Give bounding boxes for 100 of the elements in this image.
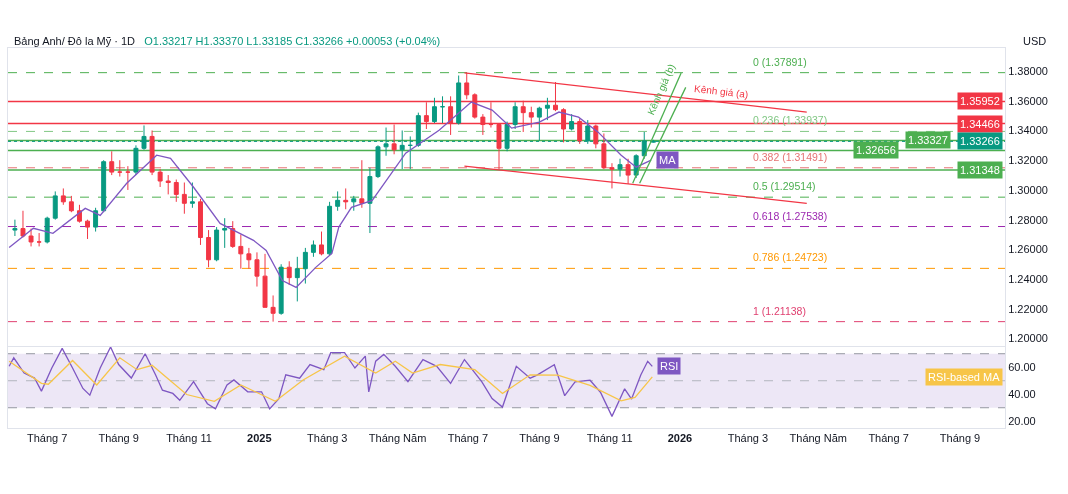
candlestick (351, 195, 357, 212)
line-series (8, 346, 653, 418)
candlestick (278, 263, 284, 316)
x-tick-label: Tháng 7 (447, 432, 489, 445)
candlestick (238, 234, 244, 270)
x-tick-label: Tháng Năm (368, 432, 427, 445)
candlestick (181, 182, 187, 215)
ref-line-label: 1.33266 (960, 135, 1000, 147)
candlestick (512, 101, 518, 130)
candlestick (12, 219, 18, 237)
candlestick (117, 159, 123, 178)
y-tick-label: 20.00 (1008, 415, 1036, 428)
candlestick (68, 195, 74, 213)
candlestick (28, 228, 34, 247)
x-tick-label: 2026 (667, 432, 693, 445)
ref-line-label: 1.31348 (960, 164, 1000, 176)
ref-line-label: 0 (1.37891) (753, 56, 807, 68)
y-tick-label: 1.26000 (1008, 243, 1048, 256)
candlestick (456, 75, 462, 126)
candlestick (133, 144, 139, 176)
candlestick (294, 256, 300, 302)
candlestick (85, 219, 91, 240)
candlestick (262, 253, 268, 308)
y-tick-label: 1.36000 (1008, 94, 1048, 107)
candlestick (617, 158, 623, 178)
x-tick-label: Tháng 11 (166, 432, 212, 445)
candlestick (222, 217, 228, 249)
x-tick-label: Tháng 3 (727, 432, 769, 445)
chart-title: Bảng Anh/ Đô la Mỹ · 1D (14, 35, 136, 47)
y-tick-label: 1.24000 (1008, 272, 1048, 285)
ref-line-label: 1.34466 (960, 118, 1000, 130)
candlestick (173, 179, 179, 203)
candlestick (165, 174, 171, 195)
text: Kênh giá (b) (645, 62, 678, 117)
candlestick (230, 220, 236, 249)
candlestick (569, 113, 575, 131)
candlestick (415, 112, 421, 148)
y-tick-label: 1.34000 (1008, 124, 1048, 137)
candlestick (367, 167, 373, 234)
ref-line-label: 0.618 (1.27538) (753, 210, 828, 222)
candlestick (60, 187, 66, 206)
x-tick-label: Tháng 9 (98, 432, 139, 445)
candlestick (214, 226, 220, 262)
x-tick-label: Tháng 7 (868, 432, 909, 445)
candlestick (375, 144, 381, 179)
y-tick-label: 40.00 (1008, 388, 1036, 401)
candlestick (327, 201, 333, 256)
chart-subtitle: O1.33217 H1.33370 L1.33185 C1.33266 +0.00053 (+0.04%) (144, 35, 441, 47)
x-tick-label: Tháng 7 (27, 432, 68, 445)
y-tick-label: 60.00 (1008, 361, 1036, 374)
candlestick (125, 165, 131, 191)
y-tick-label: 1.38000 (1008, 64, 1048, 77)
x-tick-label: Tháng 9 (939, 432, 981, 445)
candlestick (601, 132, 607, 170)
candlestick (206, 229, 212, 268)
x-tick-label: Tháng 3 (307, 432, 348, 445)
candlestick (528, 106, 534, 129)
candlestick (198, 198, 203, 246)
y-tick-label: 1.20000 (1008, 332, 1048, 345)
candlestick (44, 216, 50, 244)
ref-line-label: 0.382 (1.31491) (753, 151, 828, 163)
text: USD (1023, 35, 1047, 47)
y-tick-label: 1.32000 (1008, 154, 1048, 167)
candlestick (254, 251, 260, 288)
candlestick (157, 168, 163, 188)
candlestick (101, 159, 107, 213)
candlestick (343, 187, 349, 210)
y-tick-label: 1.30000 (1008, 183, 1048, 196)
candlestick (359, 159, 365, 209)
candlestick (310, 239, 316, 258)
ref-line-label: 1.32656 (856, 144, 896, 156)
x-tick-label: Tháng 11 (586, 432, 633, 445)
series-label: RSI (660, 360, 679, 372)
candlestick (286, 260, 292, 286)
series-label: MA (659, 154, 677, 166)
ref-line-label: 0.236 (1.33937) (753, 114, 828, 126)
candlestick (536, 106, 542, 142)
ref-line-label: 1.35952 (960, 95, 1000, 107)
ref-line-label: 1.33327 (908, 134, 948, 146)
candlestick (440, 95, 446, 124)
candlestick (335, 190, 341, 212)
text: Kênh giá (a) (693, 82, 749, 101)
candlestick (319, 231, 324, 256)
candlestick (431, 97, 437, 124)
y-tick-label: 1.28000 (1008, 213, 1048, 226)
x-tick-label: Tháng 9 (519, 432, 560, 445)
candlestick (544, 97, 550, 121)
candlestick (52, 190, 58, 221)
line-series (8, 355, 653, 402)
y-tick-label: 1.22000 (1008, 302, 1048, 315)
text: RSI-based MA (928, 371, 1001, 383)
candlestick (20, 210, 26, 238)
ref-line-label: 0.786 (1.24723) (753, 251, 828, 263)
candlestick (93, 207, 99, 233)
candlestick (109, 150, 115, 176)
candlestick (149, 129, 155, 176)
x-tick-label: Tháng Năm (789, 432, 848, 445)
candlestick (36, 232, 42, 247)
candlestick (270, 294, 276, 323)
candlestick (302, 247, 308, 285)
